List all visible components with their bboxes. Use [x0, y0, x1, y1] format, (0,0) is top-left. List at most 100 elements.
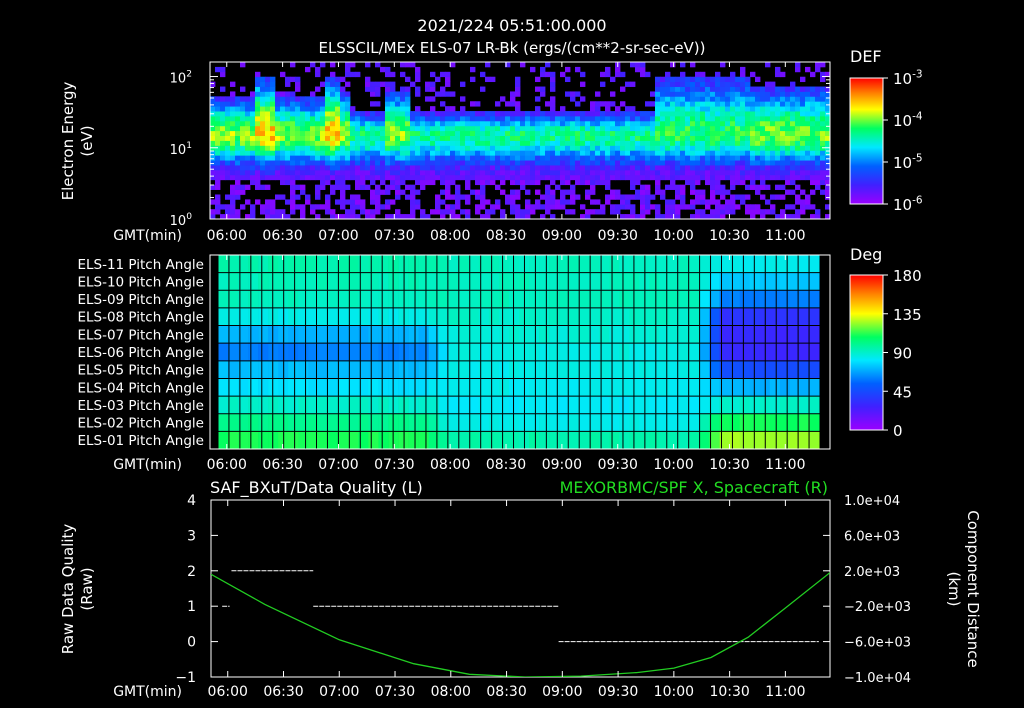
spectrogram-cells [210, 62, 830, 219]
spectrogram-cell [785, 150, 791, 156]
pitch-angle-cell [418, 378, 429, 397]
spectrogram-cell [395, 214, 401, 219]
pitch-angle-row-label: ELS-11 Pitch Angle [77, 257, 204, 273]
spectrogram-cell [365, 184, 371, 190]
spectrogram-cell [490, 120, 496, 127]
spectrogram-cell [340, 101, 346, 107]
spectrogram-cell [775, 184, 781, 190]
spectrogram-cell [820, 130, 826, 136]
spectrogram-cell [810, 106, 816, 112]
spectrogram-cell [595, 169, 601, 176]
spectrogram-cell [570, 184, 576, 190]
spectrogram-cell [690, 204, 696, 210]
pitch-angle-cell [428, 325, 440, 344]
spectrogram-cell [295, 165, 301, 171]
spectrogram-cell [820, 125, 826, 132]
spectrogram-cell [785, 204, 791, 210]
spectrogram-cell [445, 106, 451, 112]
spectrogram-cell [340, 199, 346, 205]
pitch-angle-cell [769, 378, 781, 397]
spectrogram-cell [310, 101, 316, 107]
pitch-angle-cell [318, 413, 329, 432]
spectrogram-cell [705, 169, 711, 176]
time-tick-label: 08:30 [486, 457, 526, 473]
spectrogram-cell [225, 125, 231, 132]
spectrogram-cell [555, 169, 561, 176]
spectrogram-cell [760, 194, 766, 200]
spectrogram-cell [310, 125, 316, 132]
spectrogram-cell [740, 174, 746, 181]
pitch-angle-cell [378, 378, 389, 397]
spectrogram-cell [410, 165, 416, 171]
spectrogram-cell [415, 199, 421, 205]
pitch-angle-cell [248, 396, 259, 415]
spectrogram-cell [615, 135, 621, 141]
pitch-angle-cell [679, 307, 690, 326]
spectrogram-cell [365, 120, 371, 127]
spectrogram-cell [660, 135, 666, 141]
spectrogram-cell [515, 125, 521, 132]
spectrogram-cell [325, 209, 331, 215]
spectrogram-cell [375, 81, 381, 87]
spectrogram-cell [555, 115, 561, 122]
pitch-angle-cell [318, 360, 329, 379]
spectrogram-cell [645, 165, 651, 171]
spectrogram-cell [330, 106, 336, 112]
spectrogram-cell [485, 115, 491, 122]
spectrogram-cell [630, 174, 636, 181]
pitch-angle-cell [458, 413, 470, 432]
pitch-angle-cell [288, 413, 299, 432]
spectrogram-cell [635, 111, 641, 117]
spectrogram-cell [255, 165, 261, 171]
spectrogram-cell [795, 209, 801, 215]
pitch-angle-cell [298, 325, 309, 344]
spectrogram-cell [525, 135, 531, 141]
spectrogram-cell [690, 125, 696, 132]
spectrogram-cell [365, 111, 371, 117]
spectrogram-cell [605, 106, 611, 112]
spectrogram-cell [490, 179, 496, 186]
spectrogram-cell [785, 125, 791, 132]
spectrogram-cell [250, 155, 256, 161]
spectrogram-cell [255, 199, 261, 205]
spectrogram-cell [455, 160, 461, 166]
spectrogram-cell [715, 140, 721, 146]
spectrogram-cell [325, 86, 331, 92]
spectrogram-cell [680, 120, 686, 127]
spectrogram-cell [760, 130, 766, 136]
pitch-angle-cell [488, 431, 500, 450]
pitch-angle-cell [559, 307, 570, 326]
spectrogram-cell [360, 150, 366, 156]
spectrogram-cell [365, 81, 371, 87]
spectrogram-cell [245, 111, 251, 117]
spectrogram-cell [265, 130, 271, 136]
spectrogram-cell [535, 189, 541, 195]
spectrogram-cell [310, 96, 316, 102]
spectrogram-cell [460, 120, 466, 127]
pitch-angle-cell [388, 272, 399, 291]
spectrogram-cell [300, 189, 306, 195]
spectrogram-cell [585, 120, 591, 127]
spectrogram-cell [545, 184, 551, 190]
spectrogram-cell [215, 120, 221, 127]
spectrogram-cell [255, 150, 261, 156]
spectrogram-cell [785, 145, 791, 151]
spectrogram-cell [790, 204, 796, 210]
spectrogram-cell [700, 115, 706, 122]
pitch-angle-cell [348, 378, 359, 397]
spectrogram-cell [605, 140, 611, 146]
pitch-angle-cell [689, 378, 700, 397]
spectrogram-cell [460, 130, 466, 136]
spectrogram-cell [665, 125, 671, 132]
pitch-angle-cell [338, 360, 349, 379]
spectrogram-cell [745, 115, 751, 122]
spectrogram-cell [715, 179, 721, 186]
pitch-angle-cell [378, 396, 389, 415]
spectrogram-cell [310, 130, 316, 136]
spectrogram-cell [220, 120, 226, 127]
spectrogram-cell [530, 209, 536, 215]
spectrogram-cell [760, 145, 766, 151]
spectrogram-cell [500, 165, 506, 171]
pitch-angle-cell [689, 290, 700, 309]
spectrogram-cell [550, 111, 556, 117]
